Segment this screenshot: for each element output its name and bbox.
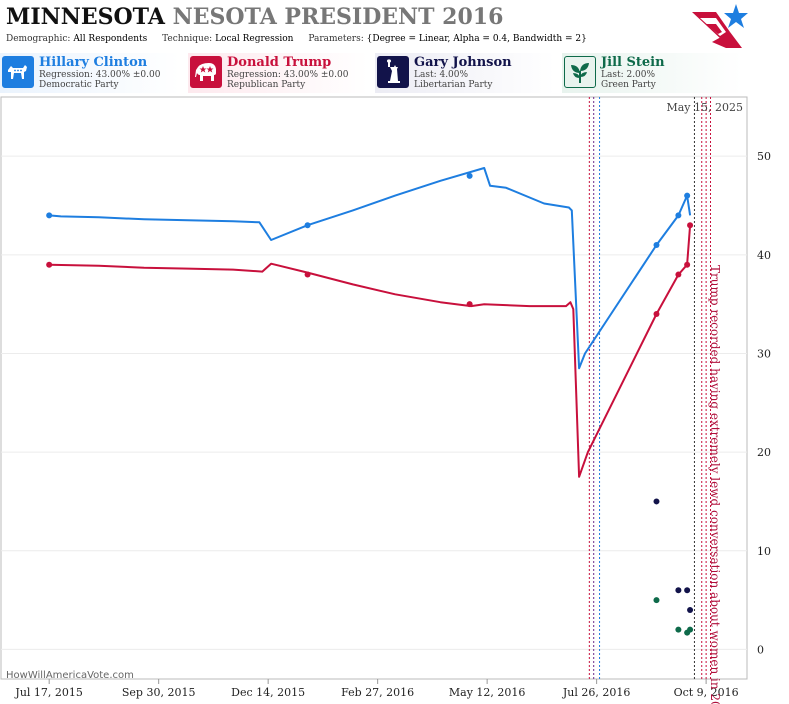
x-tick-label: Jul 17, 2015 xyxy=(14,686,83,699)
candidate-name: Gary Johnson xyxy=(414,55,512,70)
title-rest: NESOTA PRESIDENT 2016 xyxy=(172,4,504,30)
y-tick-label: 10 xyxy=(757,545,771,558)
data-point-jill-stein xyxy=(687,626,694,633)
y-tick-label: 20 xyxy=(757,446,771,459)
parameters-label: Parameters: xyxy=(308,34,364,44)
elephant-icon xyxy=(190,56,222,88)
data-point-donald-trump xyxy=(304,271,311,278)
demographic-label: Demographic: xyxy=(6,34,71,44)
candidate-party: Libertarian Party xyxy=(414,80,493,90)
candidate-johnson[interactable]: Gary Johnson Last: 4.00% Libertarian Par… xyxy=(375,53,555,93)
candidate-name: Jill Stein xyxy=(601,55,665,70)
series-group xyxy=(46,167,694,636)
plant-icon xyxy=(564,56,596,88)
candidate-party: Democratic Party xyxy=(39,80,119,90)
candidate-party: Republican Party xyxy=(227,80,306,90)
technique-label: Technique: xyxy=(162,34,213,44)
data-point-gary-johnson xyxy=(653,498,660,505)
data-point-hillary-clinton xyxy=(304,222,311,229)
series-line-hillary-clinton xyxy=(49,167,692,370)
date-label: May 15, 2025 xyxy=(666,101,743,114)
y-tick-label: 50 xyxy=(757,150,771,163)
parameters-line: Demographic: All Respondents Technique: … xyxy=(6,34,599,44)
gridlines xyxy=(1,155,747,650)
candidate-stat: Last: 2.00% xyxy=(601,70,656,80)
event-lines xyxy=(588,97,712,679)
y-tick-label: 40 xyxy=(757,249,771,262)
statue-of-liberty-icon xyxy=(377,56,409,88)
data-point-donald-trump xyxy=(653,311,660,318)
parameters-value: {Degree = Linear, Alpha = 0.4, Bandwidth… xyxy=(366,34,587,44)
event-annotation: Trump recorded having extremely lewd con… xyxy=(708,265,722,704)
y-tick-label: 30 xyxy=(757,347,771,360)
y-tick-label: 0 xyxy=(757,643,764,656)
chart-title: MINNESOTA NESOTA PRESIDENT 2016 xyxy=(6,4,503,30)
donkey-icon xyxy=(2,56,34,88)
data-point-hillary-clinton xyxy=(675,212,682,219)
data-point-donald-trump xyxy=(46,261,53,268)
data-point-gary-johnson xyxy=(687,606,694,613)
site-logo-icon xyxy=(692,4,748,48)
y-axis: 0 10 20 30 40 50 xyxy=(757,150,771,656)
data-point-donald-trump xyxy=(466,301,473,308)
demographic-value: All Respondents xyxy=(73,34,148,44)
data-point-gary-johnson xyxy=(684,587,691,594)
data-point-donald-trump xyxy=(687,222,694,229)
x-axis: Jul 17, 2015 Sep 30, 2015 Dec 14, 2015 Feb … xyxy=(14,679,739,699)
candidate-name: Donald Trump xyxy=(227,55,332,70)
data-point-hillary-clinton xyxy=(46,212,53,219)
data-point-hillary-clinton xyxy=(684,192,691,199)
x-tick-label: Oct 9, 2016 xyxy=(674,686,739,699)
candidate-stein[interactable]: Jill Stein Last: 2.00% Green Party xyxy=(562,53,742,93)
plot-area xyxy=(0,96,748,680)
data-point-donald-trump xyxy=(675,271,682,278)
candidate-stat: Last: 4.00% xyxy=(414,70,469,80)
watermark: HowWillAmericaVote.com xyxy=(6,670,134,681)
data-point-jill-stein xyxy=(675,626,682,633)
technique-value: Local Regression xyxy=(215,34,294,44)
data-point-donald-trump xyxy=(684,261,691,268)
x-tick-label: Dec 14, 2015 xyxy=(231,686,305,699)
data-point-hillary-clinton xyxy=(653,241,660,248)
candidate-name: Hillary Clinton xyxy=(39,55,148,70)
x-tick-label: Jul 26, 2016 xyxy=(562,686,631,699)
candidate-stat: Regression: 43.00% ±0.00 xyxy=(39,70,161,80)
x-tick-label: May 12, 2016 xyxy=(449,686,526,699)
title-state: MINNESOTA xyxy=(6,4,165,30)
candidate-clinton[interactable]: Hillary Clinton Regression: 43.00% ±0.00… xyxy=(0,53,180,93)
candidate-party: Green Party xyxy=(601,80,656,90)
candidate-trump[interactable]: Donald Trump Regression: 43.00% ±0.00 Re… xyxy=(188,53,368,93)
data-point-gary-johnson xyxy=(675,587,682,594)
data-point-hillary-clinton xyxy=(466,172,473,179)
candidate-stat: Regression: 43.00% ±0.00 xyxy=(227,70,349,80)
poll-chart: 0 10 20 30 40 50 Jul 17, 2015 Sep 30, 2015 Dec … xyxy=(0,96,771,704)
candidate-legend: Hillary Clinton Regression: 43.00% ±0.00… xyxy=(0,53,789,93)
x-tick-label: Sep 30, 2015 xyxy=(122,686,196,699)
data-point-jill-stein xyxy=(653,597,660,604)
x-tick-label: Feb 27, 2016 xyxy=(341,686,414,699)
